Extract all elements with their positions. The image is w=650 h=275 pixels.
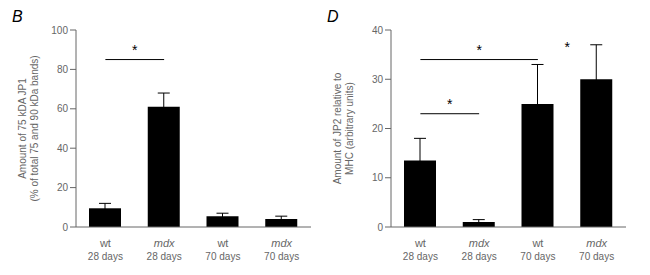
svg-text:10: 10 bbox=[372, 172, 384, 183]
svg-text:20: 20 bbox=[372, 123, 384, 134]
svg-text:mdx: mdx bbox=[586, 237, 607, 249]
svg-text:Amount of 75 kDA JP1: Amount of 75 kDA JP1 bbox=[17, 78, 28, 179]
svg-text:wt: wt bbox=[414, 237, 426, 249]
svg-text:30: 30 bbox=[372, 74, 384, 85]
svg-text:28 days: 28 days bbox=[462, 251, 497, 262]
html-text:B: B bbox=[12, 8, 23, 25]
svg-text:*: * bbox=[476, 42, 482, 58]
svg-text:60: 60 bbox=[57, 103, 69, 114]
svg-text:80: 80 bbox=[57, 64, 69, 75]
svg-text:Amount of JP2 relative to: Amount of JP2 relative to bbox=[332, 72, 343, 184]
svg-text:40: 40 bbox=[372, 25, 384, 36]
svg-text:70 days: 70 days bbox=[205, 251, 240, 262]
html-text:D: D bbox=[327, 8, 339, 25]
svg-text:wt: wt bbox=[216, 237, 228, 249]
svg-text:70 days: 70 days bbox=[579, 251, 614, 262]
svg-text:mdx: mdx bbox=[469, 237, 490, 249]
svg-text:*: * bbox=[447, 96, 453, 112]
svg-text:20: 20 bbox=[57, 182, 69, 193]
svg-text:28 days: 28 days bbox=[403, 251, 438, 262]
svg-text:70 days: 70 days bbox=[264, 251, 299, 262]
svg-text:0: 0 bbox=[377, 222, 383, 233]
svg-text:(% of total 75 and 90 kDa band: (% of total 75 and 90 kDa bands) bbox=[29, 55, 40, 201]
svg-text:28 days: 28 days bbox=[147, 251, 182, 262]
svg-text:wt: wt bbox=[531, 237, 543, 249]
svg-text:*: * bbox=[565, 39, 571, 55]
svg-text:70 days: 70 days bbox=[520, 251, 555, 262]
svg-text:mdx: mdx bbox=[154, 237, 175, 249]
svg-text:100: 100 bbox=[51, 25, 68, 36]
svg-text:mdx: mdx bbox=[271, 237, 292, 249]
svg-text:0: 0 bbox=[62, 222, 68, 233]
svg-text:wt: wt bbox=[99, 237, 111, 249]
svg-text:28 days: 28 days bbox=[88, 251, 123, 262]
svg-text:40: 40 bbox=[57, 143, 69, 154]
svg-text:*: * bbox=[132, 42, 138, 58]
svg-text:MHC (arbitrary units): MHC (arbitrary units) bbox=[344, 82, 355, 175]
